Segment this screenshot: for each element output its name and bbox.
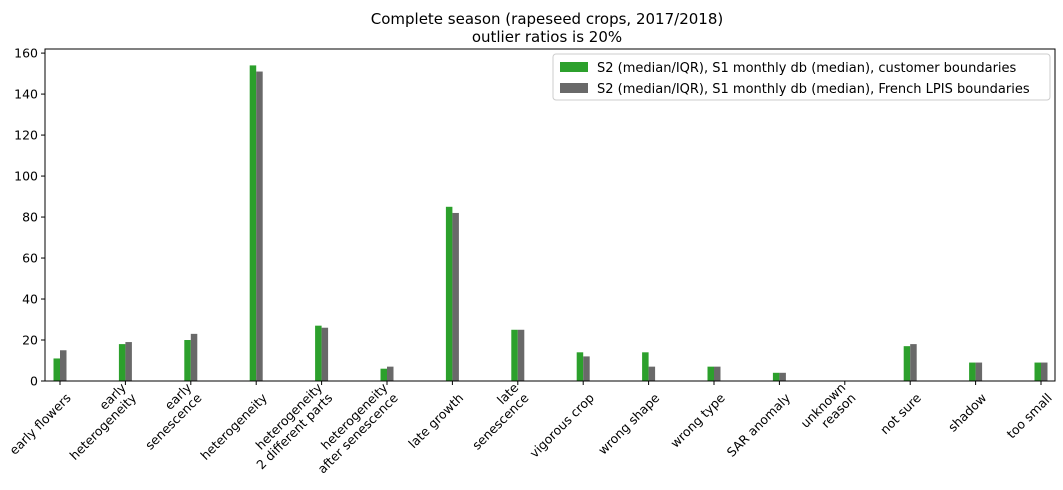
bar-series-2-cat-10	[648, 366, 656, 381]
legend-label-series-2: S2 (median/IQR), S1 monthly db (median),…	[597, 82, 1030, 97]
bar-series-1-cat-4	[249, 65, 257, 382]
bar-series-2-cat-5	[321, 327, 329, 381]
x-tick-label: SAR anomaly	[724, 390, 794, 460]
x-tick-label: earlyheterogeneity	[56, 379, 139, 462]
legend-box	[552, 53, 1051, 101]
x-axis: early flowers earlyheterogeneity earlysene…	[6, 379, 1054, 476]
x-tick-label: too small	[1004, 390, 1055, 441]
bar-series-1-cat-7	[445, 206, 453, 381]
bar-series-1-cat-8	[511, 329, 518, 381]
y-tick-label: 160	[14, 46, 38, 61]
bar-series-2-cat-16	[1041, 362, 1048, 381]
legend-swatch-series-2	[560, 83, 588, 93]
y-tick-label: 120	[14, 128, 38, 143]
y-tick-label: 40	[22, 292, 38, 307]
y-tick-label: 80	[22, 210, 38, 225]
x-tick-label: heterogeneity	[197, 390, 270, 463]
bar-series-2-cat-8	[517, 329, 525, 381]
bar-series-1-cat-6	[380, 368, 387, 381]
bar-series-2-cat-1	[60, 350, 67, 381]
x-tick-label: not sure	[877, 390, 924, 437]
x-tick-label: unknownreason	[798, 380, 859, 441]
bar-series-1-cat-15	[969, 362, 976, 381]
bar-series-1-cat-14	[903, 346, 911, 381]
plot-frame	[44, 48, 1056, 382]
bar-series-1-cat-12	[772, 372, 780, 381]
bar-series-1-cat-11	[707, 366, 714, 381]
bar-series-2-cat-14	[910, 344, 917, 381]
bars	[53, 65, 1048, 382]
x-tick-label: late growth	[405, 390, 466, 451]
bar-series-1-cat-2	[118, 344, 126, 381]
bar-series-1-cat-3	[184, 340, 191, 381]
bar-series-1-cat-16	[1034, 362, 1041, 381]
bar-series-2-cat-9	[583, 356, 590, 381]
chart-title-line-2: outlier ratios is 20%	[472, 28, 622, 46]
bar-series-2-cat-12	[779, 372, 786, 381]
x-tick-label: earlysenescence	[132, 380, 205, 453]
bar-series-1-cat-5	[315, 325, 322, 381]
x-tick-label: early flowers	[6, 390, 73, 457]
bar-series-1-cat-9	[576, 352, 584, 381]
bar-series-2-cat-6	[387, 366, 394, 381]
x-tick-label: vigorous crop	[526, 390, 597, 461]
bar-series-2-cat-11	[714, 366, 721, 381]
y-tick-label: 140	[14, 87, 38, 102]
y-tick-label: 0	[30, 374, 38, 389]
legend: S2 (median/IQR), S1 monthly db (median),…	[552, 53, 1051, 101]
bar-series-2-cat-15	[975, 362, 983, 381]
x-tick-label: latesenescence	[459, 380, 532, 453]
x-tick-label: wrong type	[667, 390, 728, 451]
bar-series-2-cat-7	[452, 212, 459, 381]
legend-label-series-1: S2 (median/IQR), S1 monthly db (median),…	[597, 61, 1017, 76]
y-tick-label: 20	[22, 333, 38, 348]
chart-title-line-1: Complete season (rapeseed crops, 2017/20…	[371, 10, 723, 28]
x-tick-label: wrong shape	[595, 390, 663, 458]
bar-series-2-cat-2	[125, 342, 132, 381]
bar-series-2-cat-3	[190, 333, 198, 381]
bar-series-1-cat-1	[53, 358, 60, 381]
y-tick-label: 100	[14, 169, 38, 184]
bar-series-1-cat-10	[642, 352, 649, 381]
y-axis: 0 20 40 60 80 100 120 140 160	[14, 46, 45, 389]
bar-series-2-cat-4	[256, 71, 263, 381]
legend-swatch-series-1	[560, 62, 588, 72]
y-tick-label: 60	[22, 251, 38, 266]
x-tick-label: shadow	[945, 390, 989, 434]
